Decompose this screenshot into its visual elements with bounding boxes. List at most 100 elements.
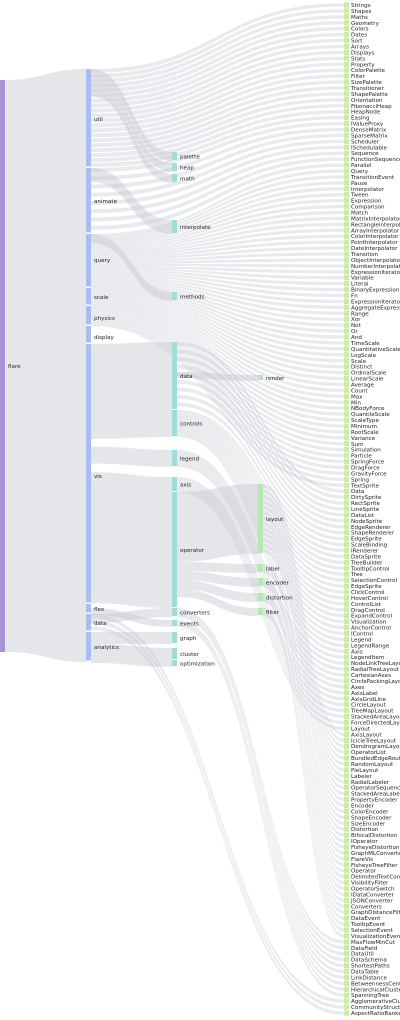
link-to-easing — [91, 116, 344, 167]
label-hovercontrol-leaf: HoverControl — [351, 596, 388, 602]
label-circlelayout-leaf: CircleLayout — [351, 703, 387, 709]
node-filter-3 — [258, 608, 263, 615]
node-minimum-leaf — [344, 423, 349, 429]
link-flare-animate — [5, 168, 86, 240]
label-pielayout-leaf: PieLayout — [351, 768, 379, 774]
label-match-leaf: Match — [351, 211, 369, 217]
label-graph-2: graph — [180, 636, 197, 642]
label-icicletreelayout-leaf: IcicleTreeLayout — [351, 738, 397, 744]
node-controllist-leaf — [344, 601, 349, 607]
node-colorencoder-leaf — [344, 808, 349, 815]
label-gravityforce-leaf: GravityForce — [351, 471, 387, 477]
node-variable-leaf — [344, 275, 349, 281]
node-legenditem-leaf — [344, 654, 349, 660]
link-to-maths — [91, 15, 344, 83]
label-operatorsequence-leaf: OperatorSequence — [351, 786, 400, 792]
label-average-leaf: Average — [351, 382, 375, 388]
node-operator-leaf — [344, 868, 349, 874]
node-clickcontrol-leaf — [344, 589, 349, 595]
link-to-orientation — [91, 98, 344, 153]
node-axislabel-leaf — [344, 690, 349, 696]
node-layout-leaf — [344, 725, 349, 732]
label-data-2: data — [180, 374, 193, 380]
link-operator-layout — [177, 484, 258, 562]
link-to-dirtysprite — [177, 349, 344, 499]
node-selectioncontrol-leaf — [344, 577, 349, 583]
link-to-rectsprite — [177, 357, 344, 505]
node-bifocaldistortion-leaf — [344, 832, 349, 838]
label-optimization-2: optimization — [180, 662, 215, 668]
node-labeler-leaf — [344, 773, 349, 779]
label-not-leaf: Not — [351, 323, 362, 329]
label-operatorlist-leaf: OperatorList — [351, 750, 387, 756]
node-gravityforce-leaf — [344, 470, 349, 477]
node-analytics — [86, 632, 91, 661]
label-orientation-leaf: Orientation — [351, 98, 383, 104]
label-transition-leaf: Transition — [350, 252, 379, 258]
label-stats-leaf: Stats — [351, 56, 365, 62]
node-radiallabeler-leaf — [344, 779, 349, 785]
node-nodelinktreelayout-leaf — [344, 660, 349, 666]
label-converters-leaf: Converters — [351, 904, 382, 910]
node-animate — [86, 168, 91, 233]
link-to-displays — [91, 50, 344, 113]
label-legend-leaf: Legend — [351, 637, 372, 643]
label-layout-3: layout — [266, 517, 284, 523]
label-pause-leaf: Pause — [351, 181, 368, 187]
node-geometry-leaf — [344, 20, 349, 26]
node-graph-2 — [172, 632, 177, 643]
node-xor-leaf — [344, 316, 349, 322]
label-matrixinterpolator-leaf: MatrixInterpolator — [351, 216, 400, 222]
node-sparsematrix-leaf — [344, 132, 349, 139]
link-to-legenditem — [177, 450, 344, 659]
node-transition-leaf — [344, 251, 349, 257]
node-axisgridline-leaf — [344, 696, 349, 702]
node-heapnode-leaf — [344, 109, 349, 115]
label-expressioniterator-leaf: ExpressionIterator — [351, 299, 400, 305]
node-operator-2 — [172, 492, 177, 607]
node-visibilityfilter-leaf — [344, 879, 349, 886]
link-to-radiallabeler — [263, 527, 344, 784]
link-to-communitystructure — [91, 620, 344, 1009]
node-converters-2 — [172, 608, 177, 616]
node-legendrange-leaf — [344, 642, 349, 649]
node-tree-leaf — [344, 571, 349, 577]
node-edgerenderer-leaf — [344, 524, 349, 530]
label-tree-leaf: Tree — [350, 572, 363, 578]
node-ischedulable-leaf — [344, 144, 349, 150]
link-to-max — [91, 302, 344, 398]
link-to-flarevis — [263, 581, 344, 861]
label-colorinterpolator-leaf: ColorInterpolator — [351, 234, 399, 240]
label-labeler-leaf: Labeler — [351, 774, 373, 780]
label-numberinterpolator-leaf: NumberInterpolator — [351, 264, 400, 270]
node-arrayinterpolator-leaf — [344, 227, 349, 233]
link-to-simulation — [91, 316, 344, 452]
link-to-interpolator — [91, 187, 344, 242]
link-to-operatorlist — [263, 500, 344, 754]
label-layout-leaf: Layout — [351, 726, 371, 732]
label-scheduler-leaf: Scheduler — [351, 139, 380, 145]
label-edgesprite-leaf: EdgeSprite — [351, 537, 382, 543]
label-geometry-leaf: Geometry — [351, 21, 380, 27]
node-dragforce-leaf — [344, 464, 349, 471]
node-util — [86, 69, 91, 167]
node-tooltipcontrol-leaf — [344, 565, 349, 571]
link-to-quantitativescale — [91, 289, 344, 351]
label-shaperenderer-leaf: ShapeRenderer — [351, 531, 395, 537]
node-axes-leaf — [344, 684, 349, 690]
label-datasprite-leaf: DataSprite — [351, 554, 382, 560]
link-to-graphdistancefilter — [263, 609, 344, 914]
link-flare-vis — [5, 344, 86, 604]
label-arrayinterpolator-leaf: ArrayInterpolator — [351, 228, 400, 234]
label-count-leaf: Count — [351, 388, 368, 394]
node-textsprite-leaf — [344, 482, 349, 488]
node-math-2 — [172, 174, 177, 182]
label-densematrix-leaf: DenseMatrix — [351, 127, 387, 133]
label-selectioncontrol-leaf: SelectionControl — [351, 578, 397, 584]
node-numberinterpolator-leaf — [344, 263, 349, 269]
label-agglomerativecluster-leaf: AgglomerativeCluster — [351, 999, 400, 1005]
link-to-converters — [263, 608, 344, 908]
link-to-query — [91, 169, 344, 236]
node-icicletreelayout-leaf — [344, 737, 349, 743]
label-interpolate-2: interpolate — [180, 225, 211, 231]
